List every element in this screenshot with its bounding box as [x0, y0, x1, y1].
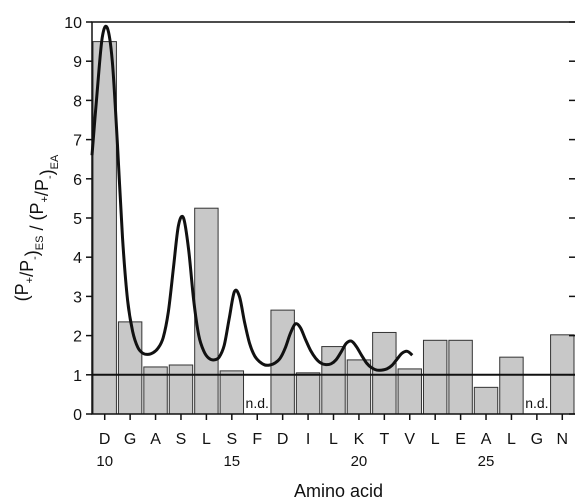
x-position-label: 10: [96, 453, 113, 470]
nd-label: n.d.: [525, 395, 548, 411]
x-tick-label: S: [176, 431, 187, 448]
nd-label: n.d.: [246, 395, 269, 411]
x-tick-label: V: [404, 431, 415, 448]
bar: [422, 339, 448, 415]
x-position-label: 25: [478, 453, 495, 470]
x-tick-label: A: [481, 431, 492, 448]
x-tick-label: K: [354, 431, 365, 448]
y-tick-label: 10: [64, 15, 82, 32]
bar: [372, 331, 397, 415]
x-tick-label: L: [329, 431, 338, 448]
bar: [295, 372, 321, 415]
y-tick-label: 8: [73, 93, 82, 110]
x-tick-label: G: [124, 431, 136, 448]
bar: [346, 359, 372, 415]
bar: [117, 321, 143, 415]
y-tick-label: 0: [73, 407, 82, 424]
bar: [321, 346, 346, 415]
y-tick-label: 2: [73, 329, 82, 346]
y-tick-label: 5: [73, 211, 82, 228]
bar: [473, 386, 499, 415]
x-tick-label: G: [531, 431, 543, 448]
x-tick-label: L: [431, 431, 440, 448]
x-position-label: 20: [351, 453, 368, 470]
nd-labels-group: n.d. n.d.: [246, 395, 549, 411]
bar: [219, 370, 245, 415]
bar: [168, 364, 194, 415]
x-tick-label: D: [99, 431, 111, 448]
x-tick-label: N: [557, 431, 569, 448]
x-tick-label: F: [252, 431, 262, 448]
x-tick-label: D: [277, 431, 289, 448]
y-axis-tick-labels: 0 1 2 3 4 5 6 7 8 9 10: [64, 15, 82, 424]
y-tick-label: 7: [73, 133, 82, 150]
x-tick-label: A: [150, 431, 161, 448]
x-axis-label: Amino acid: [294, 481, 383, 501]
y-tick-label: 4: [73, 250, 82, 267]
bar: [499, 356, 524, 415]
x-tick-label: S: [226, 431, 237, 448]
bar: [194, 207, 219, 415]
x-tick-label: L: [507, 431, 516, 448]
x-tick-label: I: [306, 431, 310, 448]
x-tick-label: L: [202, 431, 211, 448]
bar: [448, 339, 473, 415]
x-axis-ticks: [103, 414, 564, 420]
x-position-label: 15: [223, 453, 240, 470]
fit-curve: [90, 24, 414, 372]
y-axis-label: (P+/P-)ES / (P+/P-)EA: [12, 154, 61, 301]
y-tick-label: 9: [73, 54, 82, 71]
bars-group: [92, 41, 575, 415]
y-tick-label: 1: [73, 368, 82, 385]
y-tick-label: 3: [73, 289, 82, 306]
y-axis-ticks: [86, 21, 575, 415]
x-tick-label: E: [455, 431, 466, 448]
y-tick-label: 6: [73, 172, 82, 189]
x-tick-label: T: [379, 431, 389, 448]
x-axis-position-labels: 10 15 20 25: [96, 453, 494, 470]
